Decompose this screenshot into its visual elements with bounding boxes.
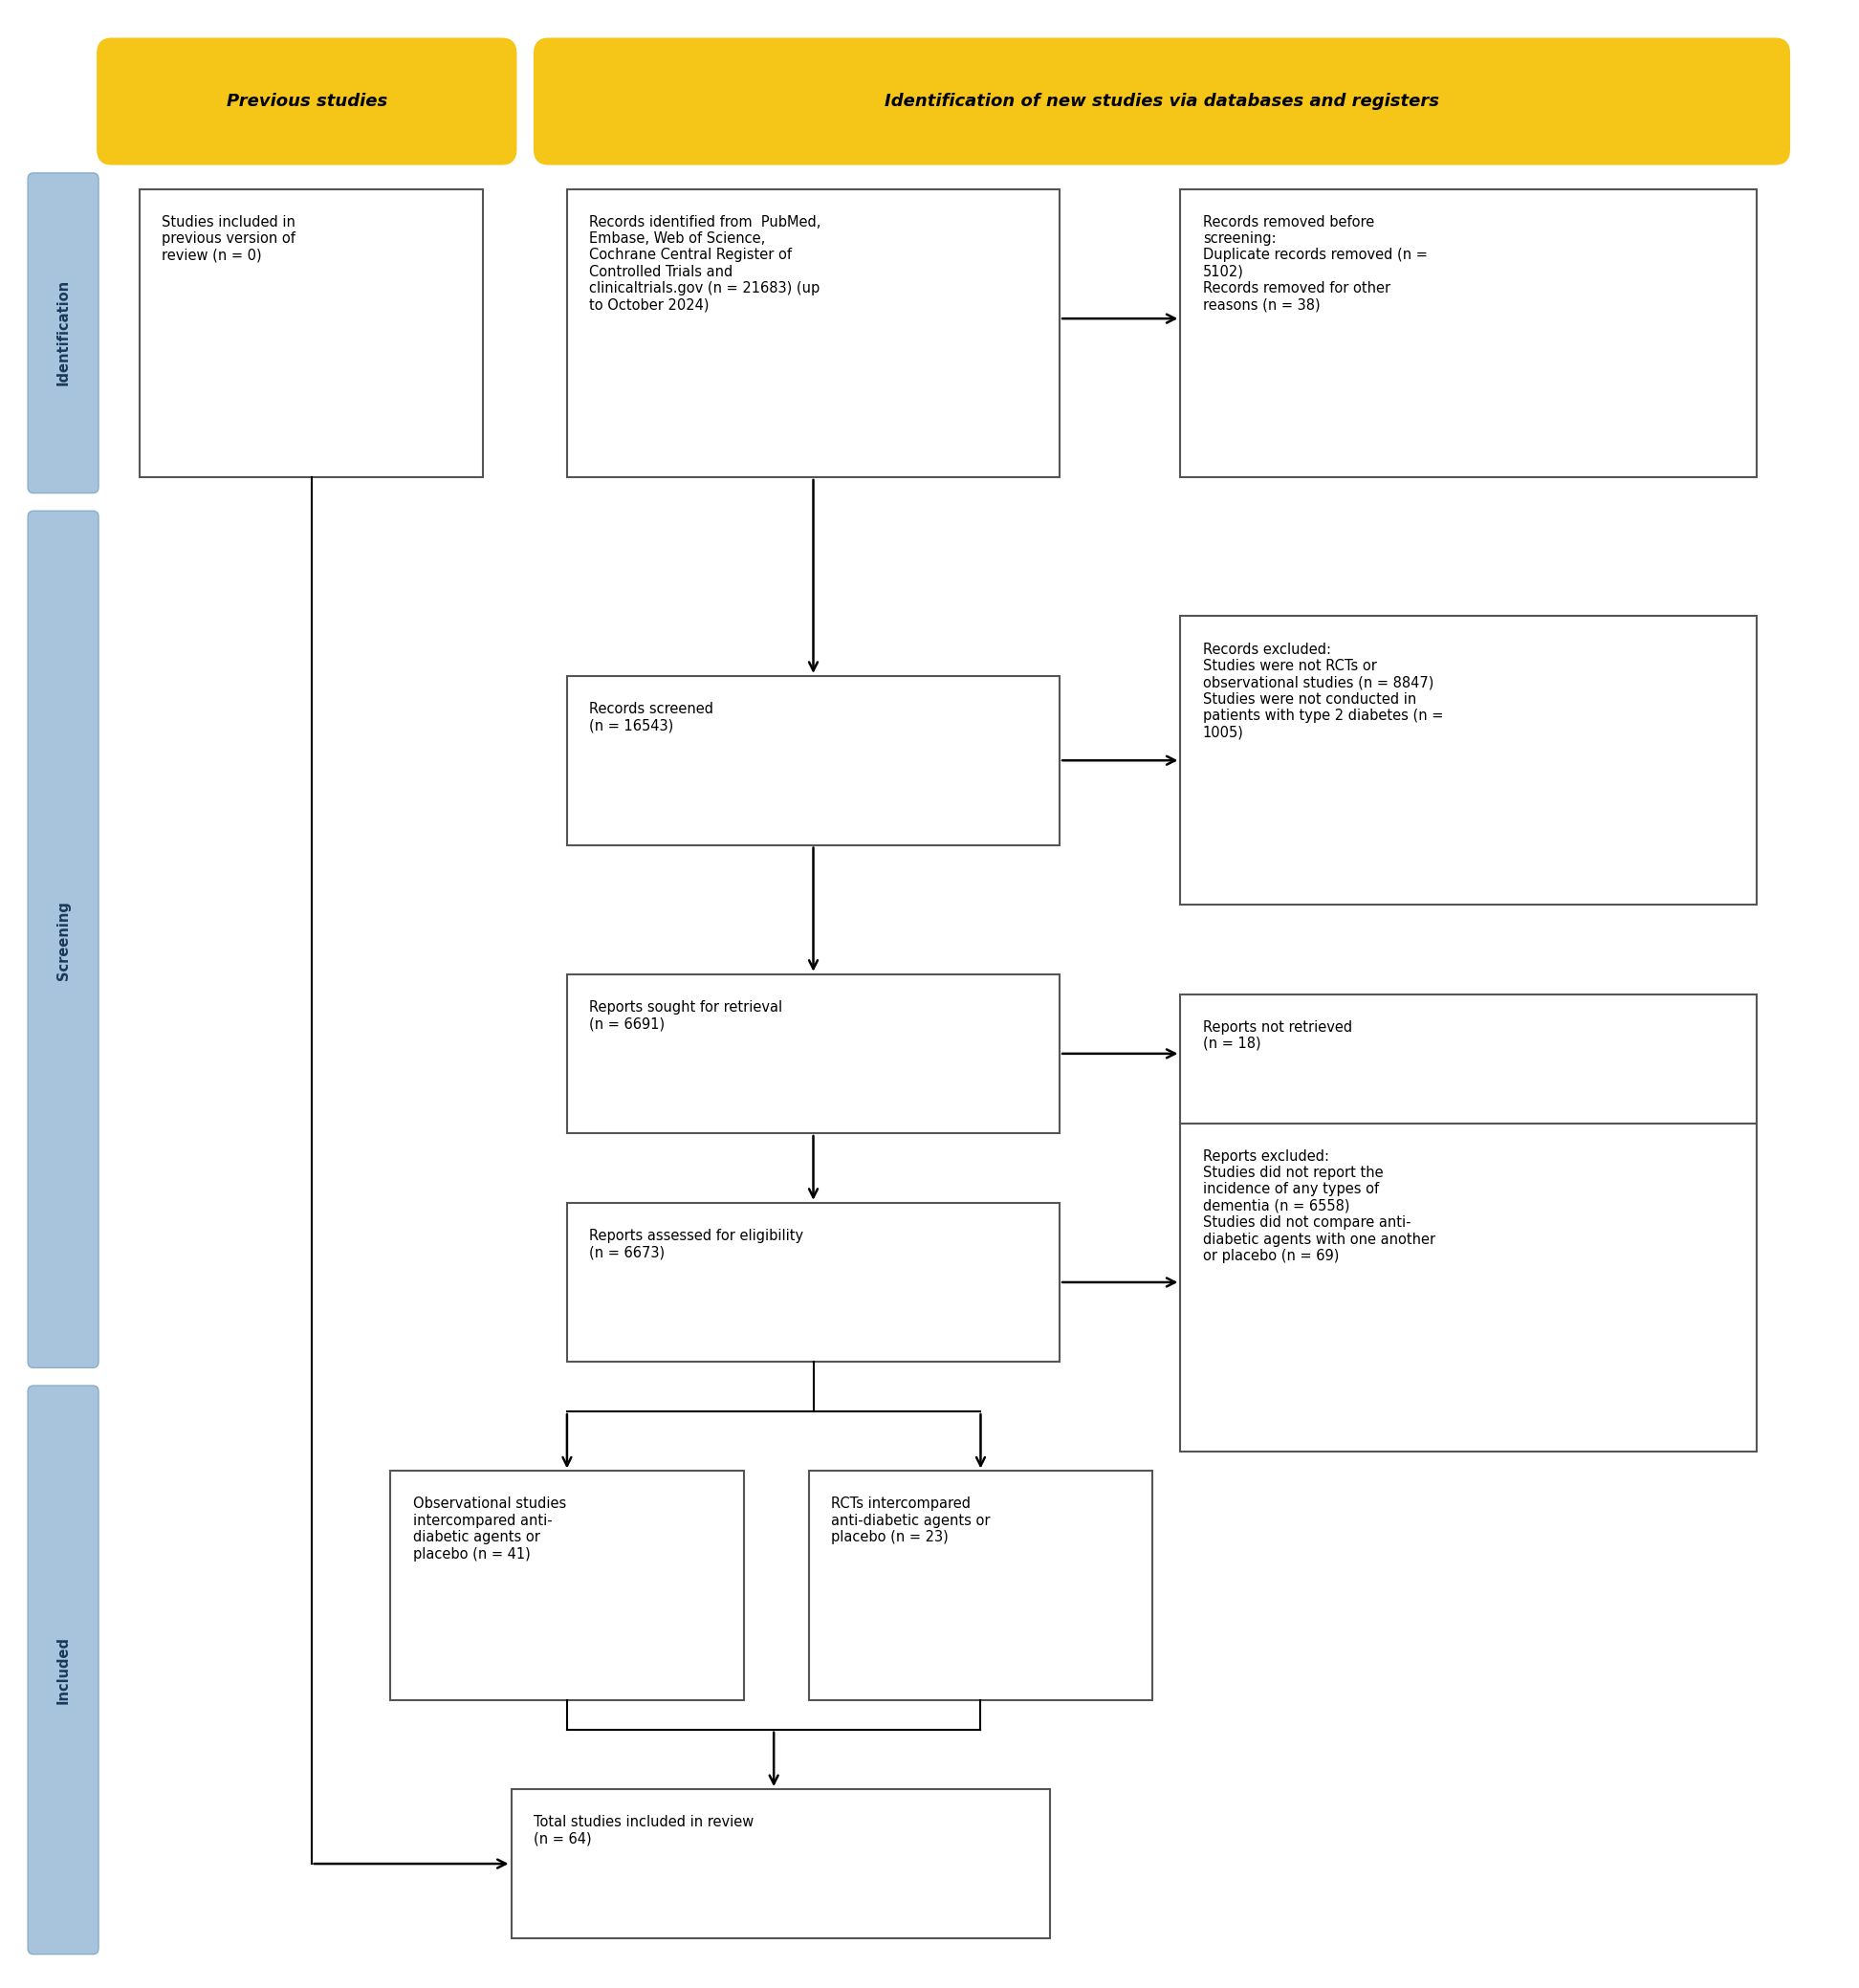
Text: Reports assessed for eligibility
(n = 6673): Reports assessed for eligibility (n = 66… xyxy=(589,1229,803,1260)
Text: Total studies included in review
(n = 64): Total studies included in review (n = 64… xyxy=(534,1815,753,1847)
FancyBboxPatch shape xyxy=(1180,189,1757,477)
Text: Observational studies
intercompared anti-
diabetic agents or
placebo (n = 41): Observational studies intercompared anti… xyxy=(413,1497,565,1561)
FancyBboxPatch shape xyxy=(567,974,1060,1133)
Text: Previous studies: Previous studies xyxy=(227,93,387,109)
FancyBboxPatch shape xyxy=(28,173,99,493)
Text: Records screened
(n = 16543): Records screened (n = 16543) xyxy=(589,702,714,734)
FancyBboxPatch shape xyxy=(1180,994,1757,1123)
Text: RCTs intercompared
anti-diabetic agents or
placebo (n = 23): RCTs intercompared anti-diabetic agents … xyxy=(831,1497,991,1545)
Text: Records excluded:
Studies were not RCTs or
observational studies (n = 8847)
Stud: Records excluded: Studies were not RCTs … xyxy=(1203,642,1443,740)
FancyBboxPatch shape xyxy=(567,189,1060,477)
FancyBboxPatch shape xyxy=(97,38,517,165)
Text: Reports excluded:
Studies did not report the
incidence of any types of
dementia : Reports excluded: Studies did not report… xyxy=(1203,1149,1435,1262)
FancyBboxPatch shape xyxy=(511,1789,1050,1938)
FancyBboxPatch shape xyxy=(567,1203,1060,1362)
FancyBboxPatch shape xyxy=(139,189,483,477)
Text: Studies included in
previous version of
review (n = 0): Studies included in previous version of … xyxy=(162,215,296,262)
Text: Reports not retrieved
(n = 18): Reports not retrieved (n = 18) xyxy=(1203,1020,1351,1052)
Text: Screening: Screening xyxy=(56,901,71,980)
FancyBboxPatch shape xyxy=(390,1471,744,1700)
FancyBboxPatch shape xyxy=(28,511,99,1368)
Text: Records identified from  PubMed,
Embase, Web of Science,
Cochrane Central Regist: Records identified from PubMed, Embase, … xyxy=(589,215,822,312)
FancyBboxPatch shape xyxy=(1180,616,1757,905)
FancyBboxPatch shape xyxy=(809,1471,1153,1700)
Text: Identification: Identification xyxy=(56,278,71,386)
Text: Reports sought for retrieval
(n = 6691): Reports sought for retrieval (n = 6691) xyxy=(589,1000,783,1032)
Text: Included: Included xyxy=(56,1636,71,1704)
FancyBboxPatch shape xyxy=(534,38,1790,165)
Text: Records removed before
screening:
Duplicate records removed (n =
5102)
Records r: Records removed before screening: Duplic… xyxy=(1203,215,1428,312)
Text: Identification of new studies via databases and registers: Identification of new studies via databa… xyxy=(885,93,1439,109)
FancyBboxPatch shape xyxy=(28,1386,99,1954)
FancyBboxPatch shape xyxy=(567,676,1060,845)
FancyBboxPatch shape xyxy=(1180,1123,1757,1451)
